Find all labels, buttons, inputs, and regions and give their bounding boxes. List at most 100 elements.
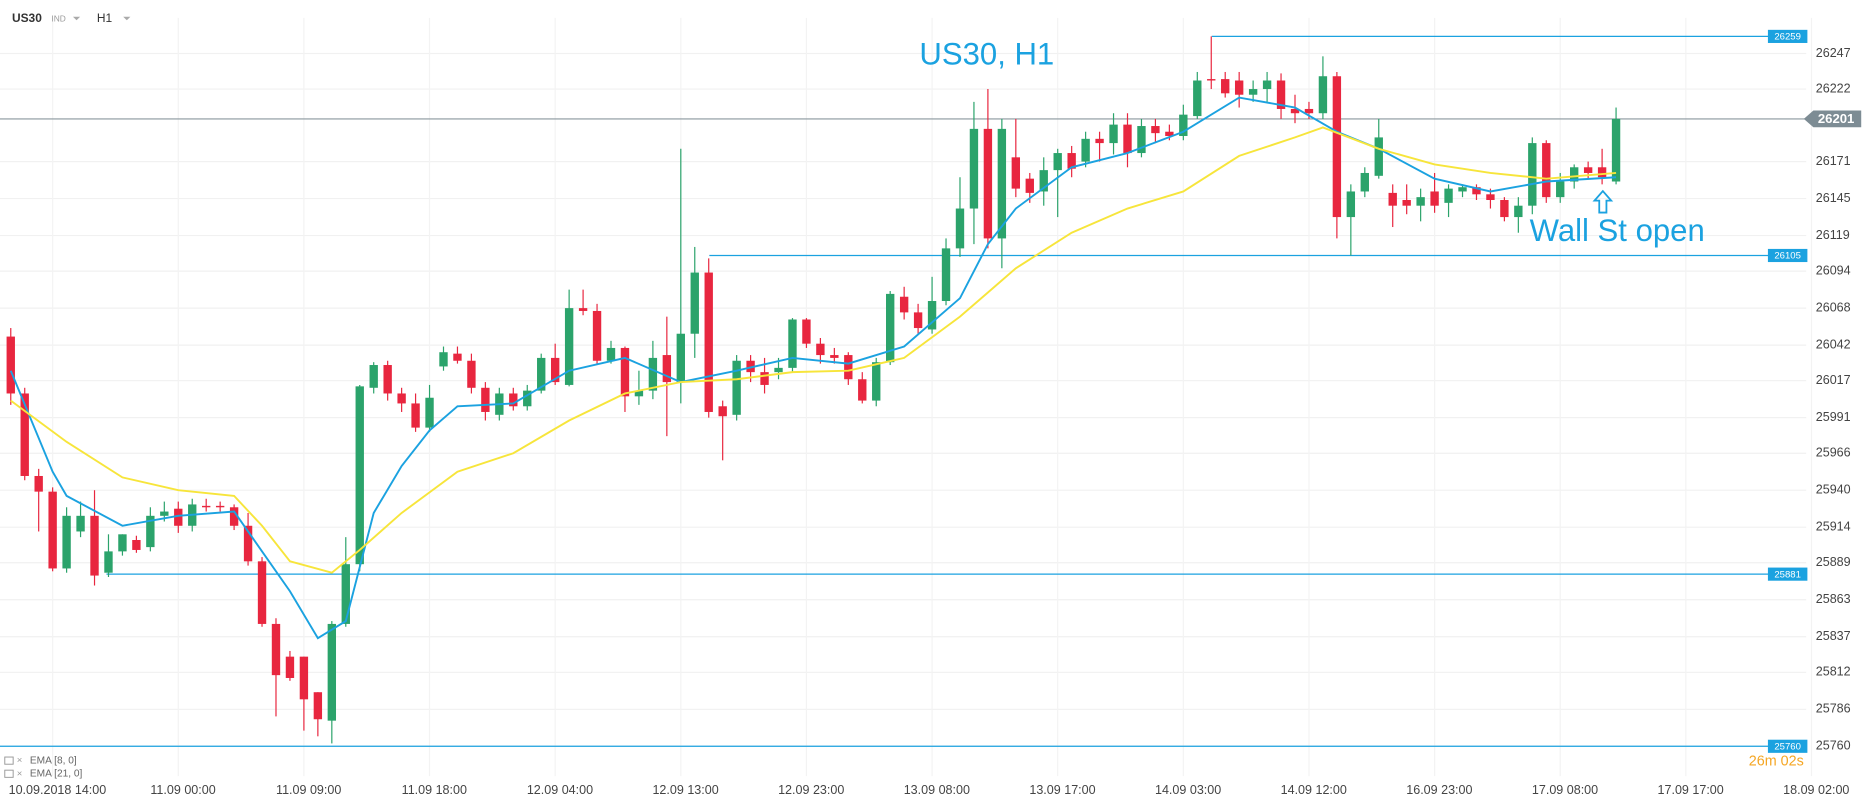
candle-body	[1597, 167, 1607, 178]
level-label: 26105	[1774, 251, 1801, 262]
y-tick-label: 25837	[1816, 629, 1851, 643]
candle-body	[1360, 172, 1369, 192]
candle-body	[1095, 138, 1104, 144]
candle-body	[606, 347, 616, 361]
candle-body	[62, 515, 71, 569]
ema-line	[10, 126, 1617, 574]
candle-body	[327, 623, 337, 721]
candle-body	[690, 272, 699, 334]
legend-close: ×	[17, 768, 23, 779]
candle-body	[1402, 200, 1411, 206]
candle-body	[1388, 192, 1397, 206]
x-tick-label: 18.09 02:00	[1783, 783, 1849, 797]
candle-body	[299, 656, 309, 700]
candle-body	[969, 128, 979, 209]
x-tick-label: 11.09 00:00	[150, 783, 215, 797]
level-label-box	[1767, 248, 1808, 263]
market: IND	[51, 13, 65, 23]
candle-body	[537, 357, 546, 391]
ema-line	[9, 96, 1617, 640]
candle-body	[229, 507, 239, 526]
candle-body	[676, 333, 685, 383]
candle-body	[425, 397, 434, 428]
candle-body	[1514, 205, 1523, 218]
y-tick-label: 25812	[1816, 665, 1851, 679]
y-tick-label: 25760	[1816, 739, 1851, 753]
candle-body	[788, 319, 797, 368]
current-price-box	[1803, 110, 1862, 128]
candle-body	[48, 491, 57, 569]
candle-body	[1053, 153, 1062, 171]
candle-body	[509, 393, 518, 407]
candle-body	[383, 365, 392, 394]
candle-body	[1221, 79, 1230, 94]
y-tick-label: 26017	[1816, 373, 1851, 387]
y-tick-label: 25940	[1816, 483, 1851, 497]
dropdown-icon[interactable]	[72, 16, 81, 21]
candle-body	[34, 475, 43, 492]
legend-label: EMA [21, 0]	[30, 768, 83, 779]
x-tick-label: 11.09 18:00	[402, 783, 467, 797]
y-tick-label: 26119	[1816, 228, 1850, 242]
candle-body	[1318, 76, 1328, 114]
candle-body	[899, 296, 909, 313]
candle-body	[1472, 187, 1481, 195]
y-tick-label: 26171	[1816, 154, 1851, 168]
candle-body	[830, 355, 839, 358]
level-label-box	[1767, 739, 1808, 753]
candle-body	[523, 390, 532, 407]
candle-body	[1290, 108, 1300, 114]
candle-body	[453, 353, 462, 361]
x-tick-label: 13.09 17:00	[1029, 783, 1095, 797]
candle-body	[1611, 118, 1621, 182]
timeframe[interactable]: H1	[97, 11, 113, 25]
level-label: 25760	[1774, 741, 1801, 752]
candle-body	[1248, 89, 1258, 95]
level-label-box	[1767, 567, 1808, 581]
legend-icon	[4, 769, 14, 778]
candle-body	[20, 393, 29, 476]
x-tick-label: 12.09 13:00	[652, 783, 718, 797]
candle-body	[620, 347, 630, 397]
candle-body	[802, 319, 811, 344]
legend-icon	[4, 756, 14, 765]
candle-body	[1486, 194, 1495, 201]
candle-body	[746, 360, 755, 373]
candle-body	[1025, 178, 1034, 193]
candle-body	[76, 515, 85, 532]
dropdown-icon[interactable]	[123, 16, 131, 21]
candle-body	[1332, 76, 1342, 218]
candle-body	[774, 367, 783, 373]
symbol[interactable]: US30	[12, 11, 42, 25]
countdown: 26m 02s	[1749, 754, 1804, 770]
candle-body	[411, 403, 420, 428]
candle-body	[1262, 80, 1272, 90]
legend-close: ×	[17, 755, 23, 766]
candle-body	[858, 379, 867, 401]
candle-body	[662, 355, 672, 383]
candle-body	[760, 372, 769, 385]
x-tick-label: 11.09 09:00	[276, 783, 341, 797]
x-tick-label: 16.09 23:00	[1406, 783, 1472, 797]
candle-body	[983, 128, 993, 239]
candle-body	[816, 343, 825, 356]
y-tick-label: 26247	[1816, 46, 1851, 60]
candle-body	[1039, 170, 1048, 192]
candle-body	[1179, 114, 1188, 136]
levels: 26259 26105 25881 25760 26201	[0, 29, 1862, 753]
x-tick-label: 14.09 12:00	[1281, 783, 1347, 797]
candle-body	[104, 551, 113, 573]
candle-body	[550, 357, 560, 383]
candle-body	[481, 387, 490, 412]
candle-body	[1583, 167, 1593, 173]
y-tick-label: 25786	[1816, 702, 1851, 716]
candle-body	[1528, 143, 1537, 206]
x-tick-label: 13.09 08:00	[904, 783, 970, 797]
candle-body	[718, 406, 727, 417]
candle-body	[1374, 137, 1383, 176]
candle-body	[1458, 187, 1467, 192]
candle-body	[1569, 167, 1579, 182]
x-tick-label: 12.09 23:00	[778, 783, 844, 797]
candle-body	[1151, 126, 1160, 134]
candle-body	[648, 357, 658, 391]
